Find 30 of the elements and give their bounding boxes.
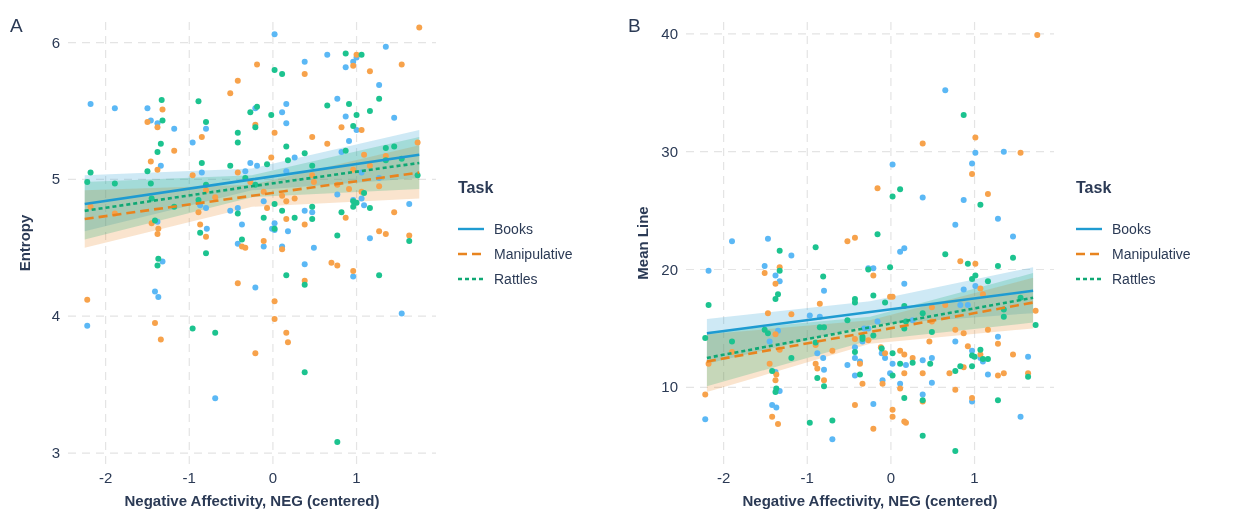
x-tick-label: 0 <box>268 469 278 486</box>
chart-title: A <box>10 15 23 36</box>
x-tick-label: -2 <box>716 469 731 486</box>
y-axis-title: Mean Line <box>634 206 651 280</box>
x-tick-label: -1 <box>182 469 196 486</box>
legend-title: Task <box>1076 179 1112 196</box>
y-tick-label: 3 <box>51 444 60 462</box>
legend-label: Manipulative <box>494 246 573 262</box>
legend-label: Manipulative <box>1112 246 1191 262</box>
y-tick-label: 30 <box>661 142 678 160</box>
legend-title: Task <box>458 179 494 196</box>
y-tick-label: 20 <box>661 260 678 278</box>
y-tick-label: 4 <box>51 307 60 325</box>
x-axis-title: Negative Affectivity, NEG (centered) <box>742 492 998 509</box>
x-tick-label: 0 <box>886 469 896 486</box>
legend-label: Rattles <box>494 271 538 287</box>
x-tick-label: -2 <box>98 469 113 486</box>
y-tick-label: 5 <box>51 170 60 188</box>
y-tick-label: 10 <box>661 378 678 396</box>
y-tick-label: 6 <box>51 33 60 51</box>
y-tick-label: 40 <box>661 24 678 42</box>
x-axis-title: Negative Affectivity, NEG (centered) <box>124 492 380 509</box>
legend-label: Books <box>1112 221 1151 237</box>
legend-label: Books <box>494 221 533 237</box>
legend-label: Rattles <box>1112 271 1156 287</box>
x-tick-label: 1 <box>352 469 361 486</box>
x-tick-label: 1 <box>970 469 979 486</box>
y-axis-title: Entropy <box>16 214 33 272</box>
chart-title: B <box>628 15 641 36</box>
x-tick-label: -1 <box>800 469 814 486</box>
